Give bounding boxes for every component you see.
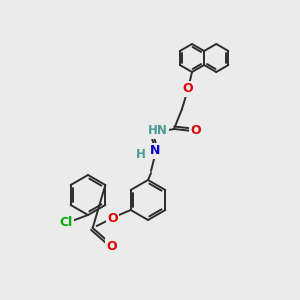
Text: HN: HN <box>148 124 168 137</box>
Text: N: N <box>150 145 160 158</box>
Text: O: O <box>107 212 118 224</box>
Text: H: H <box>136 148 146 160</box>
Text: Cl: Cl <box>59 217 73 230</box>
Text: O: O <box>106 239 117 253</box>
Text: O: O <box>191 124 201 137</box>
Text: O: O <box>183 82 193 95</box>
